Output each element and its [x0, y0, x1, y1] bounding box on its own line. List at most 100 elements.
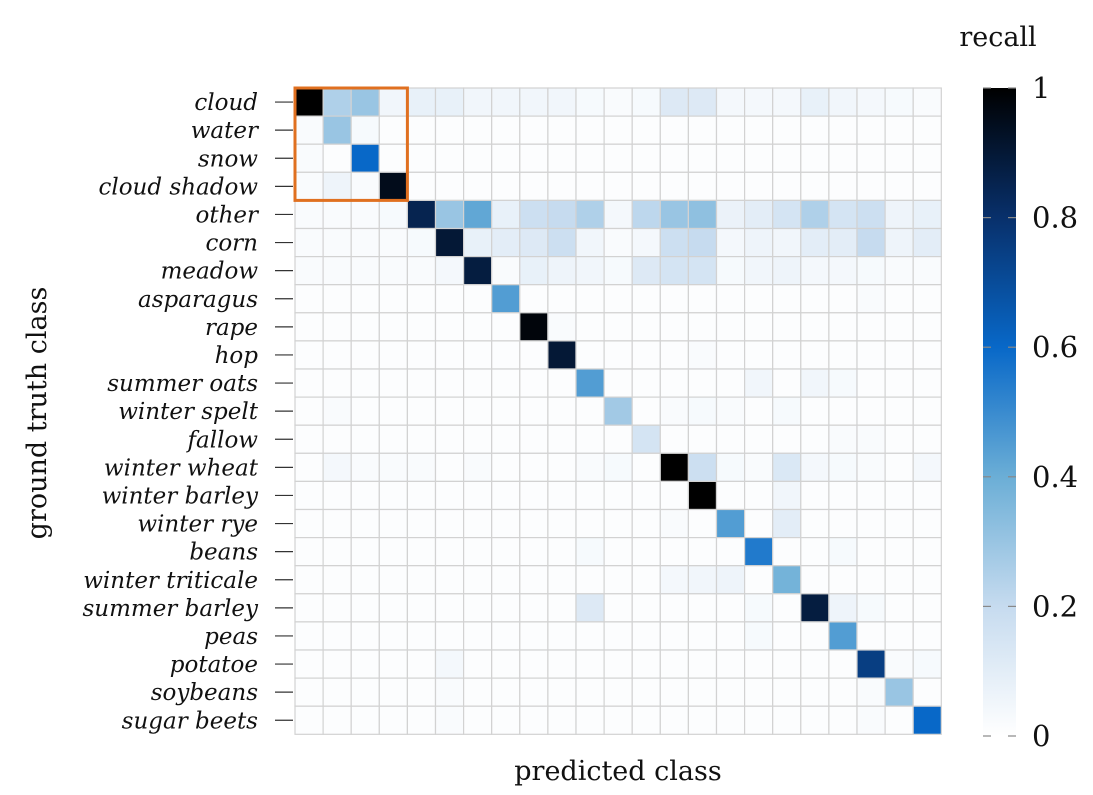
heatmap-cell	[519, 480, 549, 511]
heatmap-cell	[350, 256, 380, 286]
heatmap-cell	[772, 227, 802, 258]
heatmap-cell	[912, 87, 942, 117]
heatmap-cell	[912, 705, 942, 735]
heatmap-cell	[828, 143, 858, 173]
heatmap-cell	[491, 340, 521, 370]
heatmap-cell	[491, 565, 521, 595]
heatmap-cell	[715, 649, 746, 679]
heatmap-cell	[406, 256, 437, 286]
heatmap-cell	[575, 424, 605, 454]
heatmap-cell	[715, 452, 746, 482]
heatmap-cell	[828, 227, 858, 258]
heatmap-cell	[912, 677, 942, 707]
heatmap-cell	[715, 143, 746, 173]
heatmap-cell	[912, 536, 942, 567]
heatmap-cell	[772, 368, 802, 398]
heatmap-cell	[294, 284, 324, 314]
heatmap-cell	[350, 115, 380, 145]
heatmap-cell	[547, 677, 577, 707]
heatmap-cell	[378, 115, 408, 145]
colorbar-tick-label: 0.4	[1032, 460, 1078, 494]
heatmap-cell	[659, 199, 689, 230]
heatmap-cell	[603, 536, 633, 567]
heatmap-cell	[884, 368, 914, 398]
heatmap-cell	[687, 368, 718, 398]
heatmap-cell	[463, 452, 493, 482]
heatmap-cell	[406, 340, 437, 370]
heatmap-cell	[378, 227, 408, 258]
row-label: water	[191, 118, 260, 144]
heatmap-cell	[828, 565, 858, 595]
heatmap-cell	[603, 171, 633, 202]
heatmap-cell	[463, 87, 493, 117]
heatmap-cell	[715, 536, 746, 567]
heatmap-cell	[322, 143, 352, 173]
heatmap-cell	[659, 256, 689, 286]
heatmap-cell	[575, 508, 605, 539]
row-label: winter rye	[137, 512, 258, 538]
heatmap-cell	[294, 256, 324, 286]
heatmap-cell	[631, 227, 661, 258]
heatmap-cell	[772, 565, 802, 595]
heatmap-cell	[687, 115, 718, 145]
heatmap-cell	[884, 227, 914, 258]
heatmap-cell	[828, 677, 858, 707]
heatmap-cell	[463, 593, 493, 623]
heatmap-cell	[350, 621, 380, 651]
heatmap-cell	[800, 480, 830, 511]
heatmap-cell	[378, 284, 408, 314]
heatmap-cell	[406, 284, 437, 314]
heatmap-cell	[631, 368, 661, 398]
heatmap-cell	[715, 312, 746, 342]
heatmap-cell	[687, 677, 718, 707]
heatmap-cell	[856, 312, 886, 342]
heatmap-cell	[603, 368, 633, 398]
heatmap-cell	[856, 649, 886, 679]
heatmap-cell	[715, 621, 746, 651]
heatmap-cell	[322, 649, 352, 679]
heatmap-cell	[800, 565, 830, 595]
heatmap-cell	[378, 452, 408, 482]
heatmap-cell	[687, 452, 718, 482]
heatmap-cell	[350, 565, 380, 595]
heatmap-cell	[912, 480, 942, 511]
heatmap-cell	[519, 312, 549, 342]
heatmap-cell	[434, 621, 465, 651]
heatmap-cell	[800, 284, 830, 314]
heatmap-cell	[434, 508, 465, 539]
heatmap-cell	[715, 115, 746, 145]
heatmap-cell	[406, 649, 437, 679]
heatmap-cell	[800, 143, 830, 173]
heatmap-cell	[631, 649, 661, 679]
heatmap-cell	[743, 424, 774, 454]
heatmap-cell	[659, 227, 689, 258]
heatmap-cell	[463, 621, 493, 651]
heatmap-cell	[884, 171, 914, 202]
heatmap-cell	[519, 396, 549, 426]
heatmap-cell	[350, 87, 380, 117]
heatmap-cell	[519, 284, 549, 314]
heatmap-cell	[519, 199, 549, 230]
heatmap-cell	[406, 171, 437, 202]
heatmap-cell	[519, 171, 549, 202]
heatmap-cell	[322, 452, 352, 482]
heatmap-cell	[715, 396, 746, 426]
heatmap-cell	[491, 480, 521, 511]
row-label: corn	[205, 231, 258, 257]
heatmap-cell	[294, 536, 324, 567]
heatmap-cell	[294, 312, 324, 342]
heatmap-cell	[715, 565, 746, 595]
colorbar-tick-label: 0.8	[1032, 201, 1078, 235]
heatmap-cell	[547, 227, 577, 258]
heatmap-cell	[772, 536, 802, 567]
heatmap-cell	[772, 284, 802, 314]
row-label: winter barley	[102, 483, 259, 509]
heatmap-cell	[491, 396, 521, 426]
heatmap-cell	[294, 396, 324, 426]
heatmap-cell	[743, 621, 774, 651]
heatmap-cell	[800, 340, 830, 370]
heatmap-cell	[828, 621, 858, 651]
heatmap-cell	[294, 171, 324, 202]
heatmap-cell	[603, 593, 633, 623]
heatmap-cell	[491, 452, 521, 482]
